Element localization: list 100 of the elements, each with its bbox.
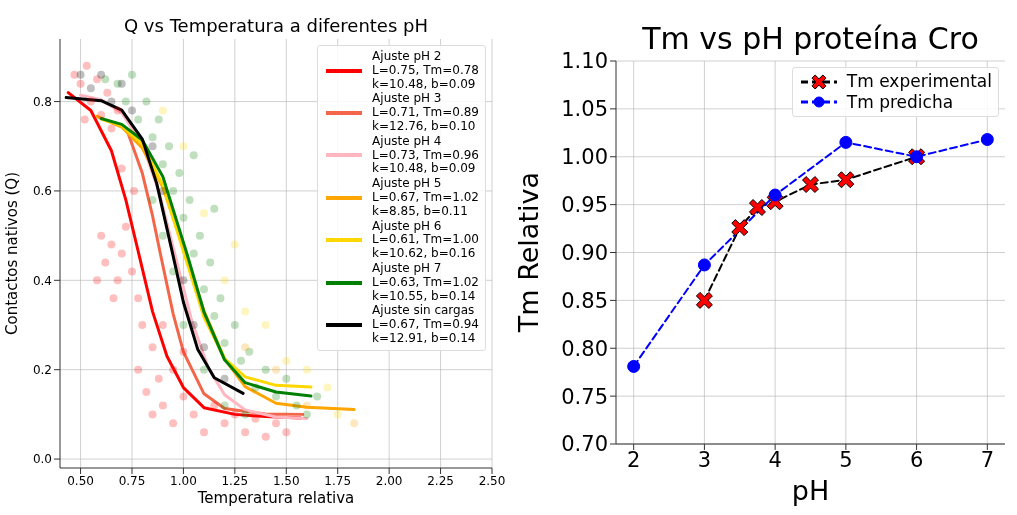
point (210, 312, 219, 321)
y-tick-label: 1.10 (561, 49, 608, 74)
point (230, 410, 239, 419)
y-axis-title: Tm Relativa (512, 172, 544, 333)
point (101, 258, 110, 267)
point (148, 410, 157, 419)
point (272, 392, 280, 401)
point (158, 186, 167, 195)
point (158, 231, 167, 240)
point (189, 151, 198, 160)
point (241, 343, 250, 352)
point (282, 428, 291, 437)
point (86, 97, 95, 106)
point (158, 160, 167, 169)
point (251, 383, 260, 392)
point (695, 291, 713, 309)
legend-label: Tm predicha (846, 91, 954, 113)
legend-label: Ajuste pH 4 L=0.73, Tm=0.96 k=10.48, b=0.09 (372, 133, 479, 177)
point (220, 338, 229, 347)
point (128, 70, 136, 79)
point (134, 115, 143, 124)
y-tick-label: 0.90 (561, 240, 608, 265)
point (93, 276, 102, 285)
point (158, 321, 167, 329)
point (134, 365, 143, 374)
x-tick-label: 1.50 (272, 473, 300, 488)
point (107, 97, 116, 106)
point (292, 401, 301, 410)
point (230, 321, 239, 329)
x-tick-label: 0.75 (118, 473, 146, 488)
point (175, 169, 184, 178)
point (154, 115, 163, 124)
x-tick-label: 1.00 (170, 473, 197, 488)
point (97, 231, 106, 240)
point (86, 84, 95, 93)
point (241, 410, 250, 419)
point (179, 392, 188, 401)
point (189, 410, 198, 419)
point (169, 365, 178, 374)
y-tick-label: 0.2 (32, 362, 52, 377)
point (210, 401, 219, 410)
point (302, 401, 311, 410)
point (185, 195, 194, 204)
point (200, 365, 208, 374)
point (113, 276, 122, 285)
point (837, 171, 855, 189)
point (313, 392, 322, 401)
point (261, 321, 270, 329)
point (165, 142, 174, 151)
point (121, 97, 130, 106)
point (113, 106, 122, 115)
point (237, 356, 246, 365)
point (179, 321, 188, 329)
x-tick-label: 2.25 (427, 473, 454, 488)
point (302, 365, 311, 374)
point (220, 419, 229, 428)
x-tick-label: 6 (909, 447, 924, 472)
point (103, 88, 112, 97)
point (272, 419, 280, 428)
point (839, 135, 853, 149)
point (230, 240, 239, 249)
point (142, 97, 151, 106)
point (261, 432, 270, 441)
x-tick-label: 7 (980, 447, 995, 472)
legend-label: Ajuste pH 2 L=0.75, Tm=0.78 k=10.48, b=0.09 (372, 49, 479, 92)
point (76, 70, 85, 79)
point (282, 374, 291, 383)
y-tick-label: 1.00 (561, 145, 608, 170)
y-tick-label: 0.70 (561, 432, 608, 457)
point (80, 115, 89, 124)
point (128, 106, 136, 115)
point (189, 249, 198, 258)
chart-title: Tm vs pH proteína Cro (641, 20, 980, 56)
point (350, 419, 359, 428)
point (169, 186, 178, 195)
point (179, 347, 188, 356)
chart-title: Q vs Temperatura a diferentes pH (123, 14, 429, 36)
point (200, 428, 208, 437)
point (241, 307, 250, 316)
x-tick-label: 3 (697, 447, 712, 472)
point (323, 383, 332, 392)
point (333, 410, 342, 419)
point (148, 343, 157, 352)
y-tick-label: 0.75 (561, 384, 608, 409)
x-tick-label: 2 (626, 447, 641, 472)
x-tick-label: 1.75 (324, 473, 352, 488)
legend-label: Ajuste sin cargas L=0.67, Tm=0.94 k=12.91, b=0.14 (372, 303, 479, 346)
point (768, 188, 782, 202)
point (200, 285, 208, 294)
y-tick-label: 0.95 (561, 193, 608, 218)
x-axis-title: pH (790, 475, 831, 506)
point (216, 294, 225, 303)
legend-label: Ajuste pH 5 L=0.67, Tm=1.02 k=8.85, b=0.11 (372, 176, 479, 219)
point (148, 142, 157, 151)
x-tick-label: 0.50 (67, 473, 94, 488)
x-tick-label: 2.00 (375, 473, 403, 488)
point (134, 294, 143, 303)
y-tick-label: 1.05 (561, 97, 608, 122)
point (272, 365, 280, 374)
point (138, 321, 147, 329)
